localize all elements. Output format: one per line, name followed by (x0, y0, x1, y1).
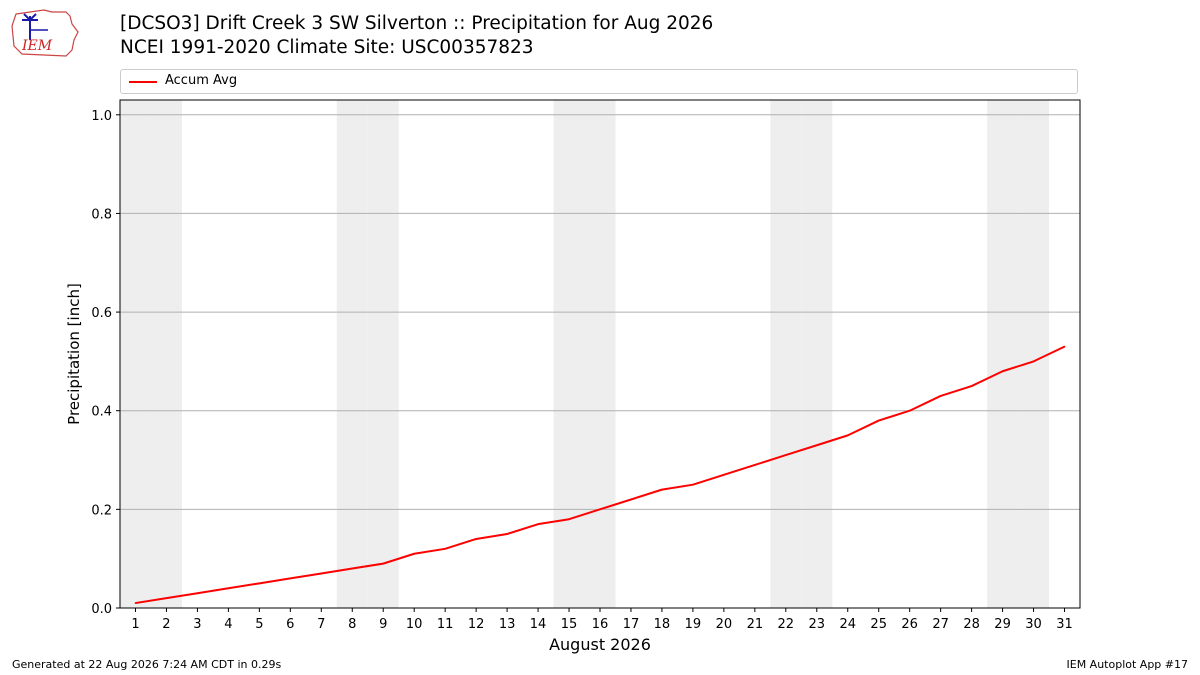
svg-text:IEM: IEM (21, 38, 53, 54)
y-tick-label: 1.0 (91, 109, 112, 124)
data-point (258, 582, 261, 585)
data-point (475, 538, 477, 540)
legend: Accum Avg (120, 69, 1078, 94)
data-point (877, 419, 880, 422)
weekend-band-day-9 (367, 100, 399, 608)
x-tick-label: 14 (530, 617, 547, 632)
data-point (599, 508, 601, 511)
x-tick-label: 20 (716, 617, 733, 632)
data-point (289, 577, 292, 580)
x-tick-label: 16 (592, 617, 609, 632)
x-tick-label: 8 (348, 617, 356, 632)
legend-label-accum-avg: Accum Avg (165, 73, 238, 88)
app-id: IEM Autoplot App #17 (1066, 658, 1189, 671)
x-tick-label: 18 (654, 617, 671, 632)
x-tick-label: 9 (379, 617, 387, 632)
x-tick-label: 17 (623, 617, 640, 632)
weekend-band-day-23 (801, 100, 833, 608)
data-point (939, 395, 942, 397)
x-axis-label: August 2026 (549, 635, 651, 654)
weekend-band-day-15 (553, 100, 585, 608)
x-tick-label: 7 (317, 617, 325, 632)
data-point (568, 518, 570, 521)
data-point (785, 454, 787, 456)
legend-swatch-accum-avg (129, 81, 157, 83)
weekend-band-day-8 (336, 100, 368, 608)
data-point (723, 474, 725, 476)
data-point (165, 597, 168, 599)
x-tick-label: 23 (809, 617, 826, 632)
data-point (630, 498, 632, 501)
data-point (661, 488, 663, 491)
data-point (351, 567, 354, 570)
x-tick-label: 13 (499, 617, 516, 632)
weekend-band-day-30 (1018, 100, 1050, 608)
x-tick-label: 1 (131, 617, 139, 632)
x-tick-label: 24 (839, 617, 856, 632)
data-point (537, 523, 539, 525)
weekend-band-day-22 (770, 100, 802, 608)
x-tick-label: 26 (901, 617, 918, 632)
data-point (134, 602, 137, 604)
data-point (320, 572, 323, 575)
x-tick-label: 11 (437, 617, 454, 632)
x-tick-label: 5 (255, 617, 263, 632)
generated-timestamp: Generated at 22 Aug 2026 7:24 AM CDT in … (12, 658, 282, 671)
x-tick-label: 31 (1056, 617, 1073, 632)
data-point (382, 562, 385, 565)
weekend-band-day-1 (120, 100, 151, 608)
x-tick-label: 25 (870, 617, 887, 632)
data-point (754, 464, 756, 466)
x-tick-label: 12 (468, 617, 485, 632)
data-point (815, 444, 818, 447)
data-point (692, 483, 694, 486)
x-tick-label: 15 (561, 617, 578, 632)
x-tick-label: 3 (193, 617, 201, 632)
x-tick-label: 4 (224, 617, 232, 632)
weekend-band-day-29 (987, 100, 1019, 608)
data-point (506, 533, 508, 535)
chart-title: [DCSO3] Drift Creek 3 SW Silverton :: Pr… (120, 13, 714, 34)
data-point (1063, 345, 1066, 348)
y-tick-label: 0.0 (91, 602, 112, 617)
data-point (970, 385, 973, 387)
x-tick-label: 30 (1025, 617, 1042, 632)
weekend-band-day-16 (584, 100, 616, 608)
data-point (846, 434, 849, 437)
y-tick-label: 0.4 (91, 405, 112, 420)
data-point (444, 548, 446, 550)
data-point (413, 552, 415, 555)
chart-subtitle: NCEI 1991-2020 Climate Site: USC00357823 (120, 37, 534, 58)
x-tick-label: 21 (747, 617, 764, 632)
x-tick-label: 28 (963, 617, 980, 632)
iem-logo: IEM (11, 9, 79, 57)
x-tick-label: 27 (932, 617, 949, 632)
data-point (196, 592, 199, 595)
y-tick-label: 0.6 (91, 306, 112, 321)
data-point (227, 587, 230, 590)
y-axis-label: Precipitation [inch] (65, 283, 83, 425)
y-tick-label: 0.8 (91, 207, 112, 222)
x-tick-label: 10 (406, 617, 423, 632)
x-tick-label: 29 (994, 617, 1011, 632)
y-tick-label: 0.2 (91, 503, 112, 518)
data-point (1001, 370, 1004, 373)
weekend-band-day-2 (150, 100, 182, 608)
x-tick-label: 19 (685, 617, 702, 632)
data-point (908, 409, 911, 412)
x-tick-label: 22 (778, 617, 795, 632)
x-tick-label: 6 (286, 617, 294, 632)
x-tick-label: 2 (162, 617, 170, 632)
data-point (1032, 360, 1035, 363)
